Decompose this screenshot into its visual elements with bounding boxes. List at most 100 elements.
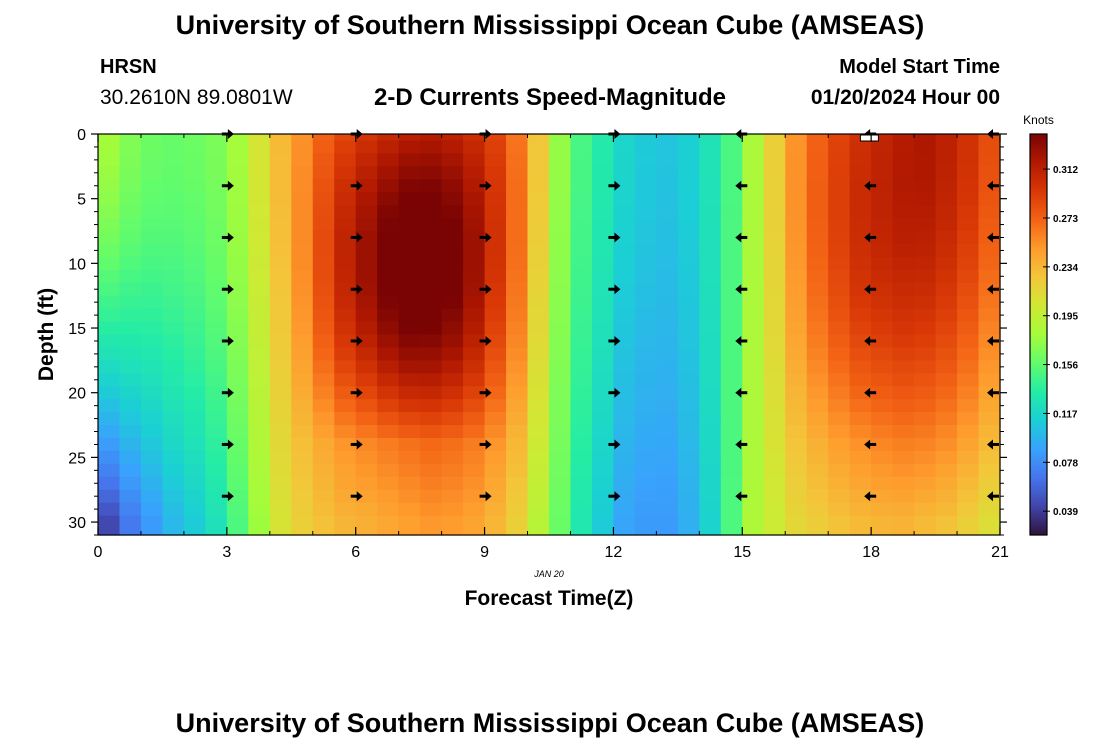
heatmap-cell bbox=[720, 412, 743, 426]
heatmap-cell bbox=[849, 205, 872, 219]
heatmap-cell bbox=[162, 463, 185, 478]
heatmap-cell bbox=[656, 166, 679, 180]
heatmap-cell bbox=[398, 153, 421, 167]
heatmap-cell bbox=[613, 502, 636, 517]
current-arrow-head bbox=[227, 232, 234, 243]
heatmap-cell bbox=[957, 450, 980, 465]
heatmap-cell bbox=[226, 269, 249, 284]
heatmap-cell bbox=[914, 476, 937, 491]
model-start-label: Model Start Time bbox=[839, 56, 1000, 78]
heatmap-cell bbox=[398, 437, 421, 452]
heatmap-cell bbox=[506, 308, 529, 323]
heatmap-cell bbox=[914, 347, 937, 361]
heatmap-cell bbox=[226, 166, 249, 180]
heatmap-cell bbox=[183, 334, 206, 349]
heatmap-cell bbox=[720, 269, 743, 284]
heatmap-cell bbox=[613, 179, 636, 193]
heatmap-cell bbox=[119, 502, 142, 517]
current-arrow bbox=[479, 180, 492, 191]
heatmap-cell bbox=[785, 386, 808, 400]
heatmap-cell bbox=[312, 450, 335, 465]
heatmap-cell bbox=[162, 489, 185, 504]
heatmap-cell bbox=[334, 412, 357, 426]
heatmap-cell bbox=[742, 437, 765, 452]
heatmap-cell bbox=[140, 489, 164, 504]
heatmap-cell bbox=[634, 205, 657, 219]
y-tick-label: 10 bbox=[68, 256, 86, 273]
current-arrow-head bbox=[735, 284, 742, 295]
heatmap-cell bbox=[98, 502, 121, 517]
heatmap-cell bbox=[119, 140, 142, 155]
heatmap-cell bbox=[162, 399, 185, 413]
heatmap-cell bbox=[377, 231, 400, 245]
heatmap-cell bbox=[205, 134, 228, 142]
heatmap-cell bbox=[334, 295, 357, 310]
heatmap-cell bbox=[119, 166, 142, 180]
heatmap-cell bbox=[978, 166, 1001, 180]
current-arrow bbox=[221, 335, 234, 346]
heatmap-cell bbox=[355, 399, 378, 413]
heatmap-cell bbox=[806, 502, 829, 517]
current-arrow bbox=[608, 387, 621, 398]
heatmap-cell bbox=[806, 386, 829, 400]
heatmap-cell bbox=[119, 347, 142, 361]
heatmap-cell bbox=[506, 295, 529, 310]
heatmap-cell bbox=[613, 166, 636, 180]
heatmap-cell bbox=[549, 334, 572, 349]
heatmap-cell bbox=[785, 321, 808, 336]
heatmap-cell bbox=[205, 437, 228, 452]
colorbar-tick-label: 0.195 bbox=[1053, 312, 1078, 323]
heatmap-cell bbox=[892, 134, 915, 142]
heatmap-cell bbox=[935, 295, 958, 310]
heatmap-cell bbox=[828, 192, 851, 206]
heatmap-cell bbox=[806, 347, 829, 361]
heatmap-cell bbox=[785, 231, 808, 245]
current-arrow-head bbox=[356, 232, 363, 243]
heatmap-cell bbox=[527, 205, 550, 219]
current-arrow bbox=[987, 439, 999, 450]
heatmap-cell bbox=[98, 360, 121, 374]
heatmap-cell bbox=[162, 412, 185, 426]
heatmap-cell bbox=[677, 269, 700, 284]
heatmap-cell bbox=[484, 399, 507, 413]
heatmap-cell bbox=[871, 502, 894, 517]
heatmap-cell bbox=[140, 386, 164, 400]
heatmap-cell bbox=[269, 321, 292, 336]
heatmap-cell bbox=[205, 179, 228, 193]
heatmap-cell bbox=[398, 205, 421, 219]
heatmap-cell bbox=[334, 218, 357, 232]
heatmap-cell bbox=[291, 450, 314, 465]
heatmap-cell bbox=[269, 360, 292, 374]
heatmap-cell bbox=[441, 153, 464, 167]
heatmap-cell bbox=[291, 476, 314, 491]
heatmap-cell bbox=[355, 134, 378, 142]
heatmap-cell bbox=[892, 463, 915, 478]
current-arrow bbox=[864, 439, 877, 450]
heatmap-cell bbox=[162, 269, 185, 284]
heatmap-cell bbox=[291, 425, 314, 439]
heatmap-cell bbox=[226, 192, 249, 206]
heatmap-cell bbox=[656, 489, 679, 504]
heatmap-cell bbox=[806, 321, 829, 336]
heatmap-cell bbox=[269, 205, 292, 219]
heatmap-cell bbox=[98, 256, 121, 271]
heatmap-cell bbox=[312, 295, 335, 310]
heatmap-cell bbox=[978, 360, 1001, 374]
current-arrow-head bbox=[987, 335, 993, 346]
heatmap-cell bbox=[957, 295, 980, 310]
heatmap-cell bbox=[463, 450, 486, 465]
heatmap-cell bbox=[334, 282, 357, 297]
heatmap-cell bbox=[312, 334, 335, 349]
heatmap-cell bbox=[828, 437, 851, 452]
colorbar-tick-label: 0.234 bbox=[1053, 263, 1078, 274]
heatmap-cell bbox=[742, 192, 765, 206]
heatmap-cell bbox=[763, 437, 786, 452]
heatmap-cell bbox=[677, 476, 700, 491]
heatmap-cell bbox=[248, 412, 271, 426]
heatmap-cell bbox=[463, 269, 486, 284]
heatmap-cell bbox=[205, 321, 228, 336]
heatmap-cell bbox=[656, 269, 679, 284]
heatmap-cell bbox=[957, 386, 980, 400]
heatmap-cell bbox=[506, 192, 529, 206]
colorbar bbox=[1029, 133, 1048, 536]
